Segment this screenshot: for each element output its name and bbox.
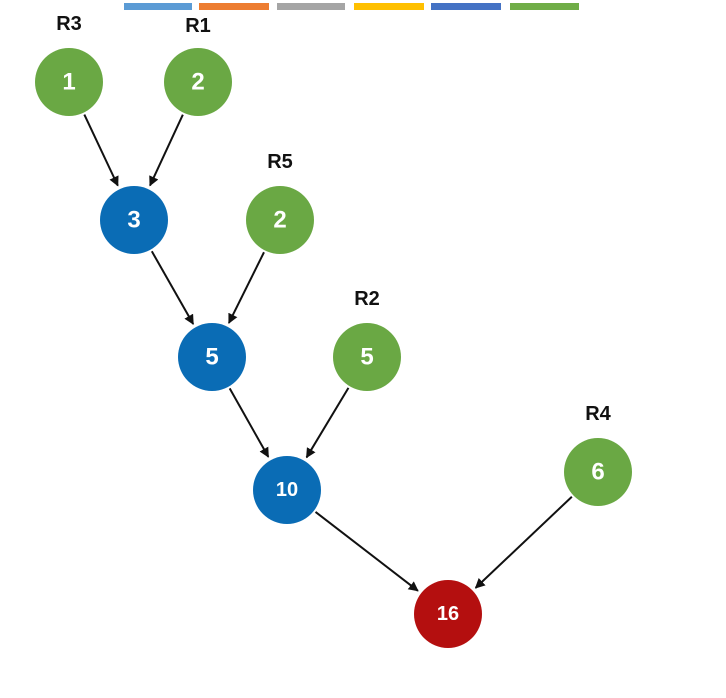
node-value: 2	[273, 207, 286, 234]
node-circle	[333, 323, 401, 391]
node-tag-label: R2	[354, 288, 380, 310]
node-tag-label: R3	[56, 13, 82, 35]
node-value: 10	[276, 479, 298, 501]
nodes: 1 R3 2 R1 3 2 R5 5 5 R2 10 6 R4 16	[35, 13, 632, 648]
node-circle	[35, 48, 103, 116]
node-leaf-r1: 2 R1	[164, 15, 232, 116]
node-circle	[100, 186, 168, 254]
node-circle	[414, 580, 482, 648]
top-bar-segment	[199, 3, 269, 10]
node-leaf-r5: 2 R5	[246, 151, 314, 254]
node-circle	[253, 456, 321, 524]
node-value: 6	[591, 459, 604, 486]
node-value: 3	[127, 207, 140, 234]
node-value: 5	[205, 344, 218, 371]
node-leaf-r4: 6 R4	[564, 403, 632, 506]
node-tag-label: R4	[585, 403, 611, 425]
edge-arrow	[474, 496, 573, 589]
node-tag-label: R1	[185, 15, 211, 37]
edge-arrow	[305, 387, 350, 459]
node-internal-10: 10	[253, 456, 321, 524]
node-tag-label: R5	[267, 151, 293, 173]
edge-arrow	[150, 250, 195, 325]
edges	[83, 114, 573, 592]
top-bar-segment	[431, 3, 501, 10]
node-circle	[564, 438, 632, 506]
edge-arrow	[228, 387, 270, 458]
top-bar-segment	[510, 3, 579, 10]
edge-arrow	[149, 114, 184, 187]
top-color-bar	[124, 3, 579, 10]
node-root-16: 16	[414, 580, 482, 648]
node-circle	[178, 323, 246, 391]
edge-arrow	[83, 114, 119, 187]
node-value: 16	[437, 603, 459, 625]
top-bar-segment	[354, 3, 424, 10]
edge-arrow	[314, 511, 419, 592]
node-value: 2	[191, 69, 204, 96]
node-value: 1	[62, 69, 75, 96]
node-circle	[246, 186, 314, 254]
top-bar-segment	[124, 3, 192, 10]
top-bar-segment	[277, 3, 345, 10]
node-leaf-r2: 5 R2	[333, 288, 401, 391]
node-internal-5: 5	[178, 323, 246, 391]
node-circle	[164, 48, 232, 116]
node-internal-3: 3	[100, 186, 168, 254]
node-leaf-r3: 1 R3	[35, 13, 103, 116]
node-value: 5	[360, 344, 373, 371]
edge-arrow	[227, 251, 265, 324]
